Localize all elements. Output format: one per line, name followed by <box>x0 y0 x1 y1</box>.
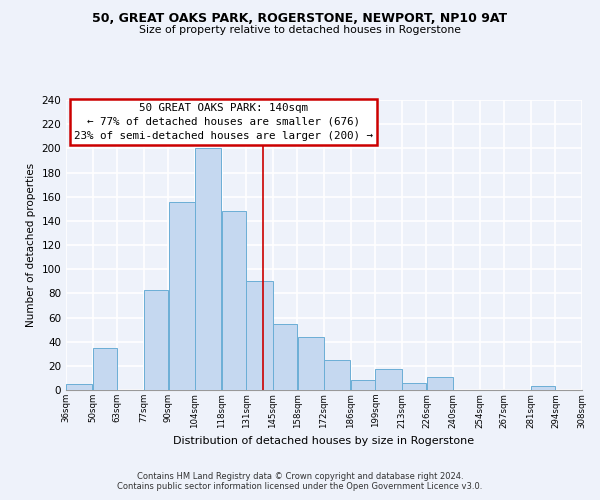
Y-axis label: Number of detached properties: Number of detached properties <box>26 163 36 327</box>
Bar <box>222 211 246 390</box>
Bar <box>427 376 453 390</box>
Text: Contains HM Land Registry data © Crown copyright and database right 2024.: Contains HM Land Registry data © Crown c… <box>137 472 463 481</box>
Text: 50, GREAT OAKS PARK, ROGERSTONE, NEWPORT, NP10 9AT: 50, GREAT OAKS PARK, ROGERSTONE, NEWPORT… <box>92 12 508 26</box>
Text: Size of property relative to detached houses in Rogerstone: Size of property relative to detached ho… <box>139 25 461 35</box>
Bar <box>376 370 401 390</box>
X-axis label: Distribution of detached houses by size in Rogerstone: Distribution of detached houses by size … <box>173 436 475 446</box>
Bar <box>195 148 221 390</box>
Bar <box>351 380 375 390</box>
Bar <box>169 202 195 390</box>
Bar <box>402 383 426 390</box>
Bar <box>144 290 168 390</box>
Text: Contains public sector information licensed under the Open Government Licence v3: Contains public sector information licen… <box>118 482 482 491</box>
Bar <box>298 337 324 390</box>
Bar <box>324 360 350 390</box>
Bar <box>93 348 117 390</box>
Text: 50 GREAT OAKS PARK: 140sqm
← 77% of detached houses are smaller (676)
23% of sem: 50 GREAT OAKS PARK: 140sqm ← 77% of deta… <box>74 103 373 141</box>
Bar <box>273 324 297 390</box>
Bar <box>66 384 92 390</box>
Bar <box>531 386 555 390</box>
Bar <box>247 281 272 390</box>
